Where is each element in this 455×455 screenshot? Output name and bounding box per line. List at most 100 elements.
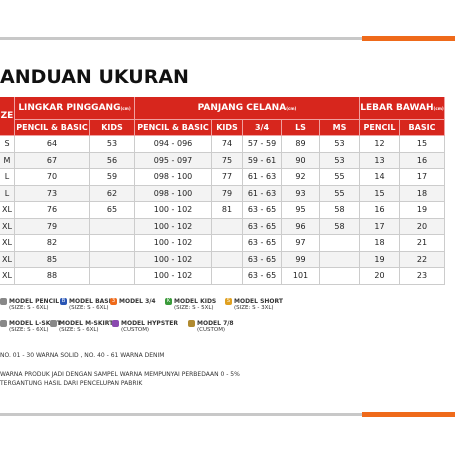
unit: (cm) (286, 105, 297, 111)
sub-header: PENCIL (360, 120, 400, 136)
group-label: LEBAR BAWAH (360, 103, 434, 113)
note: TERGANTUNG HASIL DARI PENCELUPAN PABRIK (0, 380, 143, 387)
table-cell: 100 - 102 (135, 251, 212, 268)
sub-header: PENCIL & BASIC (15, 120, 90, 136)
table-cell: 100 - 102 (135, 268, 212, 285)
sub-header: KIDS (90, 120, 135, 136)
table-cell (90, 251, 135, 268)
legend-icon: B (60, 298, 67, 305)
legend-item: MODEL HYPSTER (CUSTOM) (112, 320, 178, 333)
legend-item: S MODEL SHORT (SIZE: S - 3XL) (225, 298, 283, 311)
table-cell: 17 (360, 218, 400, 235)
sub-header: KIDS (212, 120, 243, 136)
title: ANDUAN UKURAN (0, 66, 189, 88)
legend-icon (0, 298, 7, 305)
legend-item: MODEL M-SKIRT (SIZE: S - 6XL) (50, 320, 113, 333)
table-cell: 15 (400, 136, 445, 153)
table-cell (90, 268, 135, 285)
table-cell: 18 (400, 185, 445, 202)
group-label: PANJANG CELANA (197, 103, 287, 113)
table-cell: 14 (360, 169, 400, 186)
legend-label: MODEL BASIC (69, 298, 116, 305)
table-cell: 79 (212, 185, 243, 202)
table-cell: 094 - 096 (135, 136, 212, 153)
table-cell: 61 - 63 (243, 169, 282, 186)
group-header: LINGKAR PINGGANG (cm) (15, 97, 135, 120)
legend-icon (50, 320, 57, 327)
legend-note: (CUSTOM) (197, 327, 226, 333)
table-cell: 53 (90, 136, 135, 153)
table-cell: 89 (282, 136, 320, 153)
legend-note: (SIZE: S - 6XL) (69, 305, 109, 311)
note: WARNA PRODUK JADI DENGAN SAMPEL WARNA ME… (0, 371, 240, 378)
table-cell: 56 (90, 152, 135, 169)
group-header: ZE (0, 97, 15, 136)
table-cell: 63 - 65 (243, 235, 282, 252)
table-cell: 76 (15, 202, 90, 219)
table-cell (320, 251, 360, 268)
group-header: PANJANG CELANA (cm) (135, 97, 360, 120)
table-cell: 16 (400, 152, 445, 169)
sub-header: MS (320, 120, 360, 136)
table-cell: 098 - 100 (135, 169, 212, 186)
table-cell: 73 (15, 185, 90, 202)
table-cell: 79 (15, 218, 90, 235)
group-label: LINGKAR PINGGANG (18, 103, 121, 113)
table-cell: 93 (282, 185, 320, 202)
table-cell: 81 (212, 202, 243, 219)
legend-label: MODEL SHORT (234, 298, 283, 305)
unit: (cm) (120, 105, 131, 111)
legend-icon: 3 (110, 298, 117, 305)
legend-item: MODEL L-SKIRT (SIZE: S - 6XL) (0, 320, 61, 333)
table-cell: 63 - 65 (243, 268, 282, 285)
table-cell: L (0, 169, 15, 186)
table-cell (90, 235, 135, 252)
legend-icon (0, 320, 7, 327)
legend-item: 3 MODEL 3/4 (110, 298, 156, 305)
table-cell: 99 (282, 251, 320, 268)
legend-item: MODEL 7/8 (CUSTOM) (188, 320, 234, 333)
table-cell: 63 - 65 (243, 202, 282, 219)
table-cell: 16 (360, 202, 400, 219)
table-cell (212, 218, 243, 235)
legend-icon: S (225, 298, 232, 305)
legend-note: (SIZE: S - 3XL) (234, 305, 274, 311)
legend-label: MODEL KIDS (174, 298, 217, 305)
table-cell: 18 (360, 235, 400, 252)
table-cell: 63 - 65 (243, 251, 282, 268)
group-label: ZE (0, 111, 14, 121)
table-cell: 90 (282, 152, 320, 169)
table-cell: XL (0, 218, 15, 235)
table-cell: 100 - 102 (135, 235, 212, 252)
table-cell: 82 (15, 235, 90, 252)
legend-note: (SIZE: S - 6XL) (9, 327, 49, 333)
table-cell: 101 (282, 268, 320, 285)
legend-label: MODEL M-SKIRT (59, 320, 114, 327)
table-cell (212, 235, 243, 252)
table-cell: 67 (15, 152, 90, 169)
table-cell: 59 (90, 169, 135, 186)
table-cell: 19 (400, 202, 445, 219)
note: NO. 01 - 30 WARNA SOLID , NO. 40 - 61 WA… (0, 352, 165, 359)
table-cell: 97 (282, 235, 320, 252)
table-cell (320, 268, 360, 285)
legend-icon (112, 320, 119, 327)
legend-label: MODEL HYPSTER (121, 320, 178, 327)
table-cell: 64 (15, 136, 90, 153)
table-cell: 23 (400, 268, 445, 285)
table-cell: 85 (15, 251, 90, 268)
table-cell: 13 (360, 152, 400, 169)
table-cell: 15 (360, 185, 400, 202)
table-cell: 095 - 097 (135, 152, 212, 169)
legend-item: MODEL PENCIL (SIZE: S - 6XL) (0, 298, 59, 311)
table-cell: 17 (400, 169, 445, 186)
table-cell: XL (0, 251, 15, 268)
legend-note: (SIZE: S - 5XL) (174, 305, 214, 311)
table-cell: 75 (212, 152, 243, 169)
table-cell: 58 (320, 218, 360, 235)
table-cell: 19 (360, 251, 400, 268)
legend-label: MODEL 3/4 (119, 298, 156, 305)
unit: (cm) (433, 105, 444, 111)
table-cell: 88 (15, 268, 90, 285)
